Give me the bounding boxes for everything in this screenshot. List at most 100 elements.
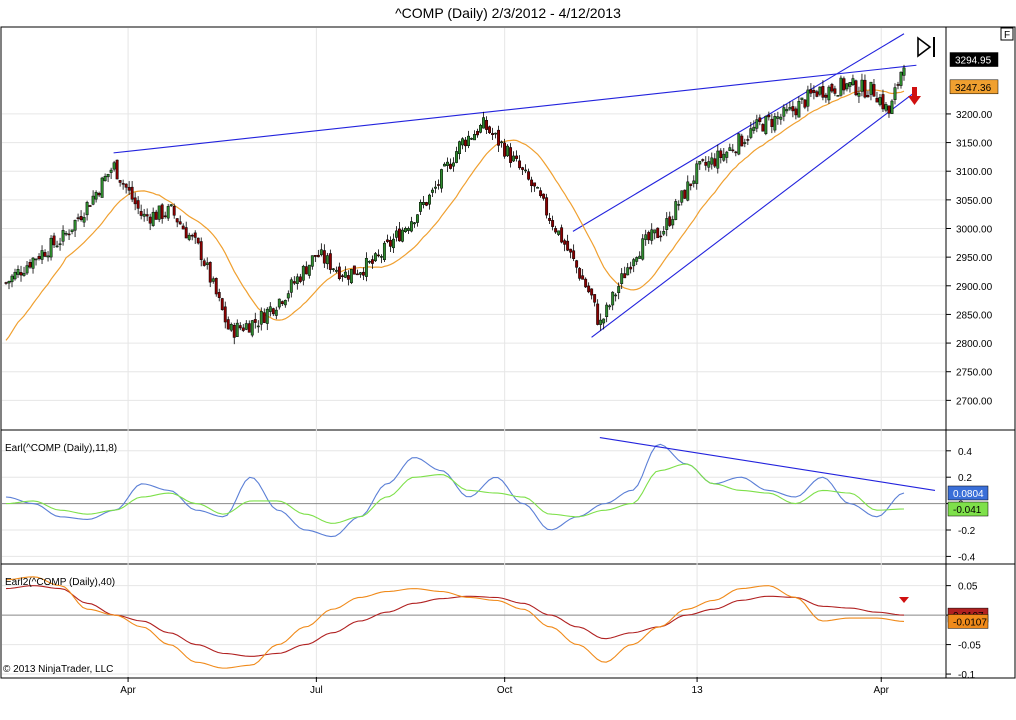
price-tick-label: 3000.00 (956, 225, 993, 236)
candle-body (184, 227, 188, 239)
candle-body (277, 298, 281, 308)
candle-body (316, 254, 320, 258)
candle-body (382, 242, 386, 261)
lower-channel-trendline (591, 90, 917, 338)
candle-body (440, 169, 443, 189)
candle-body (755, 119, 759, 129)
candle-body (16, 269, 20, 275)
candle-body (476, 130, 479, 136)
candle-body (379, 256, 383, 258)
candle-body (304, 266, 308, 275)
candle-body (271, 308, 275, 315)
indicator-label-earl2: Earl2(^COMP (Daily),40) (5, 577, 115, 588)
candle-body (665, 218, 669, 230)
candle-body (530, 179, 534, 187)
candle-body (863, 79, 867, 98)
earl2-fast-value-tag-bg (947, 614, 989, 629)
candle-body (73, 219, 77, 231)
earl-fast-line (5, 443, 905, 538)
candle-body (85, 202, 89, 216)
candle-body (178, 221, 182, 225)
f-button[interactable] (1000, 27, 1014, 41)
candle-body (46, 255, 50, 258)
down-triangle-signal-icon (899, 597, 909, 603)
candle-body (58, 243, 62, 245)
candle-body (172, 206, 176, 216)
candle-body (593, 294, 597, 303)
last-price-tag-bg (949, 52, 999, 67)
candle-body (22, 273, 26, 276)
candle-body (689, 183, 693, 186)
candle-body (503, 142, 507, 157)
skip-to-end-icon[interactable] (917, 36, 935, 58)
earl2-fast-value-tag: -0.0107 (953, 617, 987, 628)
ma-price-tag: 3247.36 (955, 83, 992, 94)
candle-body (638, 255, 642, 259)
candle-body (413, 222, 416, 225)
candle-body (551, 220, 555, 227)
candle-body (130, 186, 134, 200)
candle-body (37, 256, 41, 260)
earl-slow-value-tag-bg (947, 501, 989, 517)
candle-body (614, 294, 618, 297)
indicator-tick-label: 0.2 (958, 473, 972, 484)
candle-body (163, 215, 167, 218)
earl-slow-value-tag: -0.041 (953, 505, 982, 516)
candle-body (899, 71, 903, 86)
candle-body (500, 141, 504, 144)
candle-body (854, 80, 858, 96)
candle-body (479, 125, 482, 133)
candle-body (674, 201, 678, 220)
candle-body (118, 180, 122, 183)
candle-body (367, 261, 371, 263)
candle-body (464, 139, 467, 147)
candle-body (815, 91, 819, 97)
candle-body (232, 325, 236, 338)
candle-body (764, 115, 768, 135)
indicator-tick-label: -0.4 (958, 552, 976, 563)
candle-body (244, 323, 248, 330)
candle-body (788, 107, 792, 110)
candle-body (133, 197, 137, 205)
earl2-slow-line (5, 585, 905, 657)
candle-body (385, 239, 389, 242)
candle-body (265, 308, 269, 324)
candle-body (91, 195, 95, 205)
candle-body (7, 280, 11, 284)
candle-body (217, 292, 221, 298)
candle-body (758, 117, 762, 122)
candle-body (181, 225, 185, 230)
candle-body (680, 190, 684, 203)
candle-body (419, 202, 422, 212)
candle-body (452, 162, 455, 167)
candle-body (794, 108, 798, 116)
candle-body (578, 268, 582, 279)
indicator-tick-label: -0.2 (958, 526, 976, 537)
candle-body (497, 129, 500, 146)
candle-body (160, 204, 164, 219)
candle-body (575, 260, 579, 268)
candle-body (902, 67, 906, 76)
candle-body (617, 286, 621, 294)
candle-body (608, 305, 612, 308)
candle-body (545, 197, 549, 216)
candle-body (196, 237, 200, 244)
candle-body (169, 204, 173, 207)
candle-body (836, 95, 840, 97)
candle-body (250, 320, 254, 336)
candle-body (731, 149, 735, 152)
candle-body (584, 278, 588, 288)
candle-body (298, 276, 302, 282)
candle-body (49, 237, 53, 258)
candle-body (827, 86, 831, 101)
candle-body (470, 138, 473, 140)
candle-body (205, 262, 209, 265)
resistance-trendline (113, 64, 917, 154)
candle-body (725, 151, 729, 158)
candle-body (139, 211, 143, 216)
candle-body (734, 151, 738, 154)
candle-body (325, 255, 329, 265)
candle-body (247, 323, 251, 333)
candle-body (238, 325, 242, 329)
candle-body (136, 200, 140, 209)
